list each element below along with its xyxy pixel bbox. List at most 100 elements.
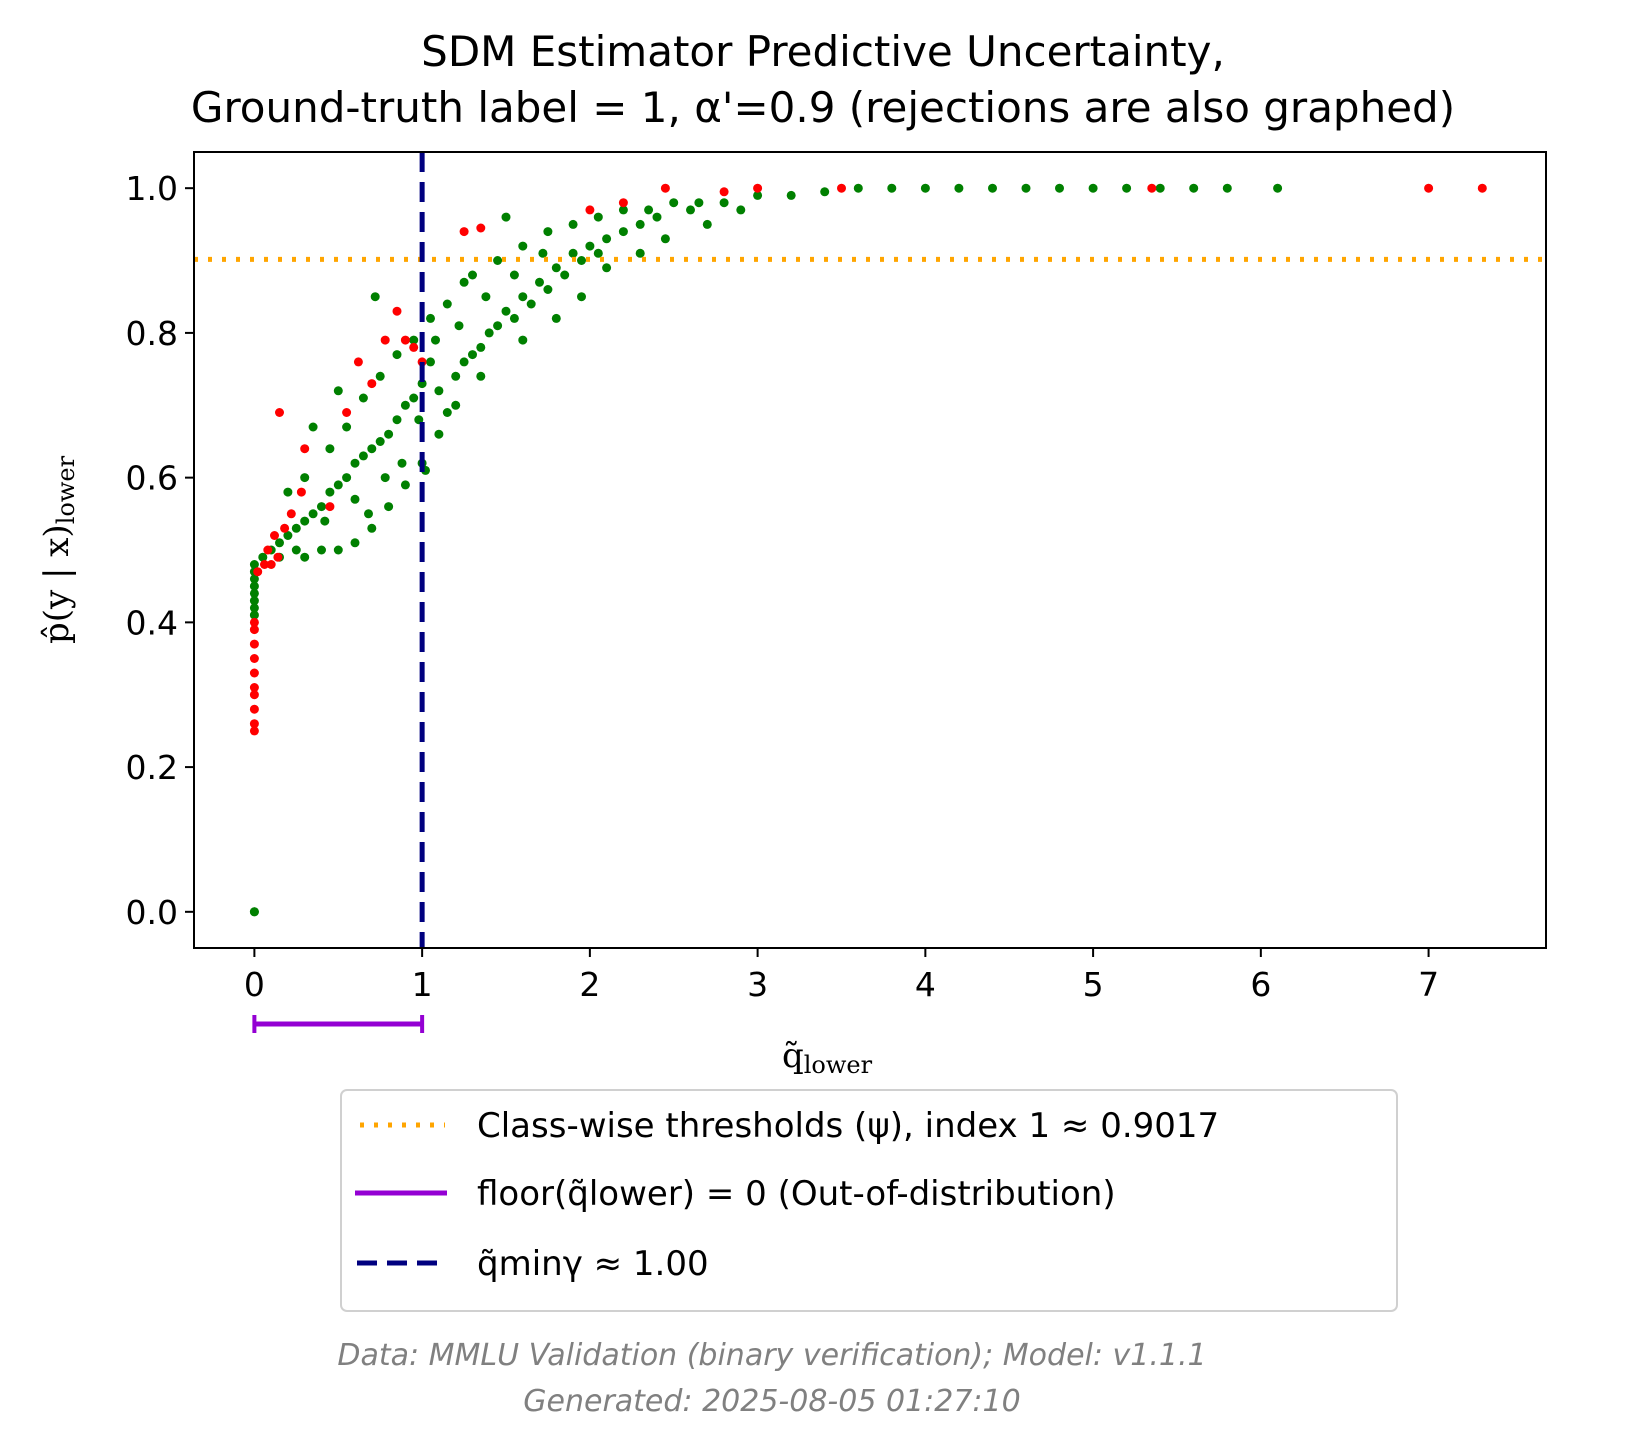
scatter-point-green-114 xyxy=(635,248,645,258)
scatter-point-green-52 xyxy=(484,328,494,338)
scatter-point-green-65 xyxy=(526,299,536,309)
scatter-point-red-21 xyxy=(342,408,352,417)
y-axis-label-main: p̂(y | x) xyxy=(37,524,77,644)
scatter-point-green-56 xyxy=(551,263,561,273)
scatter-point-green-48 xyxy=(426,313,435,323)
chart-title-line-2: Ground-truth label = 1, α'=0.9 (rejectio… xyxy=(191,83,1455,132)
scatter-point-green-110 xyxy=(518,335,528,345)
y-tick-label: 0.4 xyxy=(126,603,178,642)
scatter-point-green-93 xyxy=(1021,183,1031,193)
x-tick-label: 1 xyxy=(412,965,433,1004)
scatter-point-green-10 xyxy=(258,552,268,562)
y-tick-label: 1.0 xyxy=(126,169,178,208)
plot-area xyxy=(194,152,1546,948)
scatter-point-green-100 xyxy=(1273,183,1283,193)
scatter-point-green-120 xyxy=(350,494,360,504)
scatter-point-red-31 xyxy=(476,223,486,233)
legend-ood-label: floor(q̃lower) = 0 (Out-of-distribution) xyxy=(477,1174,1116,1214)
scatter-point-red-36 xyxy=(753,183,763,193)
scatter-point-red-5 xyxy=(249,668,259,678)
scatter-point-red-16 xyxy=(280,523,290,533)
scatter-point-green-95 xyxy=(1088,183,1098,193)
scatter-point-green-24 xyxy=(375,437,385,446)
scatter-point-green-89 xyxy=(887,183,897,193)
scatter-point-green-1 xyxy=(249,907,259,917)
scatter-point-green-39 xyxy=(451,400,461,410)
scatter-point-green-26 xyxy=(392,415,402,425)
scatter-point-green-35 xyxy=(384,502,394,512)
scatter-point-green-102 xyxy=(459,277,469,287)
scatter-point-green-86 xyxy=(786,190,796,200)
x-tick-label: 0 xyxy=(244,965,265,1004)
scatter-point-green-2 xyxy=(249,596,259,606)
scatter-point-green-119 xyxy=(397,458,407,468)
scatter-point-green-84 xyxy=(719,198,729,208)
scatter-point-green-82 xyxy=(652,212,662,222)
scatter-point-green-17 xyxy=(317,502,326,512)
scatter-point-green-25 xyxy=(384,429,394,439)
scatter-point-red-14 xyxy=(263,545,273,555)
scatter-point-red-4 xyxy=(249,683,259,692)
scatter-point-green-44 xyxy=(358,393,368,403)
scatter-point-red-29 xyxy=(325,502,335,512)
scatter-point-green-124 xyxy=(364,509,373,519)
scatter-point-red-35 xyxy=(719,187,729,197)
scatter-point-red-1 xyxy=(249,719,259,729)
scatter-point-green-41 xyxy=(300,473,310,483)
scatter-point-green-67 xyxy=(560,270,570,280)
legend-threshold-label: Class-wise thresholds (ψ), index 1 ≈ 0.9… xyxy=(477,1106,1219,1146)
scatter-point-green-80 xyxy=(618,227,628,237)
scatter-point-green-101 xyxy=(501,212,511,222)
scatter-point-red-12 xyxy=(266,560,276,569)
x-axis-label-symbol: q̃ xyxy=(782,1036,804,1076)
scatter-point-green-111 xyxy=(551,313,561,323)
footer-line-1: Data: MMLU Validation (binary verificati… xyxy=(337,1338,1206,1373)
scatter-point-red-33 xyxy=(618,198,628,208)
scatter-point-green-112 xyxy=(577,292,586,302)
scatter-point-green-40 xyxy=(283,487,293,497)
scatter-point-red-34 xyxy=(660,183,670,193)
scatter-point-green-58 xyxy=(585,241,595,251)
scatter-point-green-69 xyxy=(593,248,603,258)
scatter-point-green-115 xyxy=(660,234,670,244)
footer: Data: MMLU Validation (binary verificati… xyxy=(337,1338,1206,1419)
scatter-point-green-71 xyxy=(493,256,503,265)
scatter-point-green-19 xyxy=(333,480,343,490)
scatter-point-green-43 xyxy=(342,422,352,432)
scatter-point-green-104 xyxy=(333,386,343,396)
scatter-point-green-105 xyxy=(308,422,318,432)
scatter-point-red-25 xyxy=(392,306,402,316)
scatter-point-red-17 xyxy=(286,509,296,519)
scatter-point-green-3 xyxy=(249,588,259,598)
x-tick-label: 5 xyxy=(1083,965,1104,1004)
scatter-point-green-54 xyxy=(518,292,528,302)
scatter-point-red-23 xyxy=(367,379,377,389)
scatter-point-red-38 xyxy=(1147,183,1157,193)
scatter-point-green-94 xyxy=(1055,183,1064,193)
x-axis-label-subscript: lower xyxy=(804,1051,873,1079)
scatter-point-green-107 xyxy=(414,415,424,425)
y-tick-label: 0.0 xyxy=(126,893,178,932)
scatter-point-green-103 xyxy=(370,292,380,302)
scatter-point-red-3 xyxy=(249,690,259,700)
scatter-point-green-9 xyxy=(249,610,259,620)
scatter-point-green-87 xyxy=(820,187,830,197)
scatter-point-green-46 xyxy=(392,350,402,360)
scatter-point-red-37 xyxy=(837,183,846,193)
scatter-point-green-49 xyxy=(442,299,452,309)
scatter-point-green-45 xyxy=(375,371,385,381)
scatter-point-green-70 xyxy=(468,270,477,280)
x-tick-label: 4 xyxy=(915,965,936,1004)
scatter-point-red-13 xyxy=(273,552,283,562)
scatter-point-green-91 xyxy=(954,183,964,193)
legend-box xyxy=(340,1089,1398,1312)
scatter-point-green-57 xyxy=(568,248,578,258)
scatter-point-green-66 xyxy=(543,285,553,294)
scatter-point-green-85 xyxy=(753,190,763,200)
scatter-point-green-53 xyxy=(501,306,511,316)
legend-qmin-label: q̃minγ ≈ 1.00 xyxy=(477,1244,709,1284)
scatter-point-green-15 xyxy=(300,516,310,526)
scatter-point-green-32 xyxy=(333,545,343,555)
scatter-point-red-18 xyxy=(296,487,306,497)
